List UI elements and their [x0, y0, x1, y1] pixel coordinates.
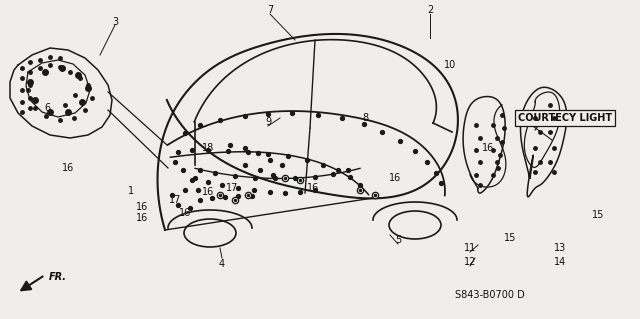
- Text: 18: 18: [202, 143, 214, 153]
- Text: 14: 14: [554, 257, 566, 267]
- Text: 9: 9: [265, 117, 271, 127]
- Text: 16: 16: [482, 143, 494, 153]
- Text: 6: 6: [44, 103, 50, 113]
- Text: 2: 2: [427, 5, 433, 15]
- Text: 16: 16: [62, 163, 74, 173]
- Text: FR.: FR.: [49, 272, 67, 282]
- Text: 17: 17: [169, 195, 181, 205]
- Text: S843-B0700 D: S843-B0700 D: [455, 290, 525, 300]
- Text: 7: 7: [267, 5, 273, 15]
- Text: 11: 11: [464, 243, 476, 253]
- Text: 10: 10: [444, 60, 456, 70]
- Text: 16: 16: [202, 187, 214, 197]
- Text: 17: 17: [226, 183, 238, 193]
- Text: 13: 13: [554, 243, 566, 253]
- Text: 5: 5: [395, 235, 401, 245]
- Text: 4: 4: [219, 259, 225, 269]
- Text: 16: 16: [136, 213, 148, 223]
- Text: 16: 16: [136, 202, 148, 212]
- Text: 8: 8: [362, 113, 368, 123]
- Text: 3: 3: [112, 17, 118, 27]
- Text: 16: 16: [307, 183, 319, 193]
- Text: 16: 16: [389, 173, 401, 183]
- Text: COURTECY LIGHT: COURTECY LIGHT: [518, 113, 612, 123]
- Text: 15: 15: [592, 210, 604, 220]
- Text: 16: 16: [179, 208, 191, 218]
- Text: 12: 12: [464, 257, 476, 267]
- Text: 15: 15: [504, 233, 516, 243]
- Text: 1: 1: [128, 186, 134, 196]
